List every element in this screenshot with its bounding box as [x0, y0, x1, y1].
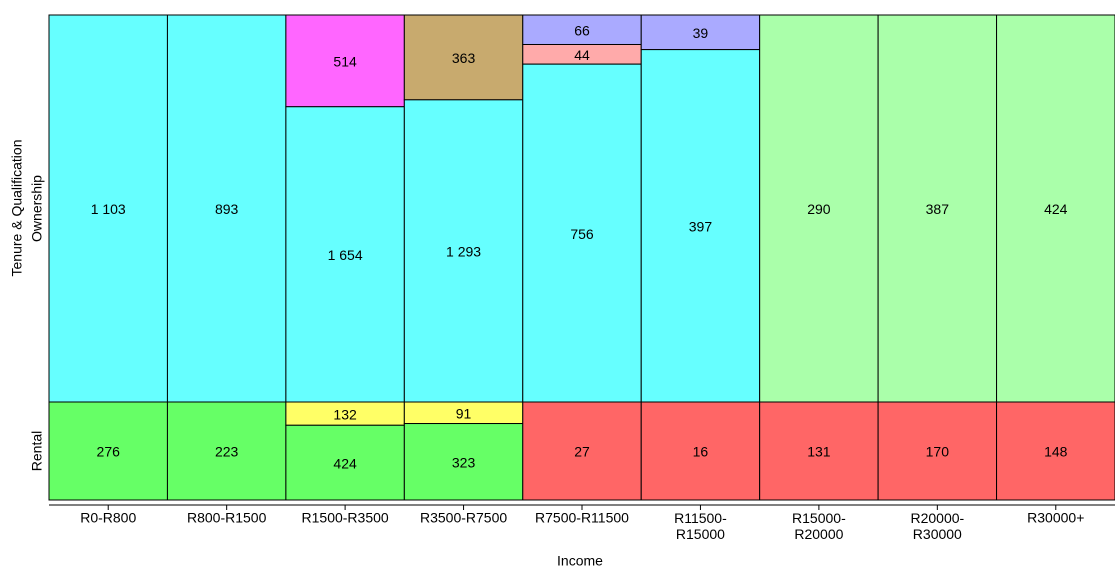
mosaic-cell: [48, 401, 168, 501]
x-tick-label-line: R30000: [913, 526, 962, 542]
mosaic-cell: [285, 106, 405, 403]
cell-label: 1 293: [446, 244, 481, 260]
mosaic-cell: [877, 401, 998, 501]
cell-label: 39: [693, 25, 709, 41]
cell-label: 756: [570, 226, 594, 242]
x-tick-label: R1500-R3500: [302, 510, 389, 526]
x-tick-label-line: R15000: [676, 526, 725, 542]
cell-label: 131: [807, 444, 831, 460]
cell-label: 1 103: [91, 201, 126, 217]
cell-label: 323: [452, 454, 476, 470]
cell-label: 397: [689, 219, 713, 235]
mosaic-cell: [166, 401, 287, 501]
mosaic-cell: [996, 401, 1115, 501]
mosaic-cell: [403, 14, 524, 101]
mosaic-cell: [522, 63, 642, 403]
cell-label: 27: [574, 444, 590, 460]
mosaic-cell: [640, 14, 761, 51]
x-tick-label-line: R15000-: [792, 510, 846, 526]
cell-label: 223: [215, 444, 239, 460]
cell-label: 44: [574, 47, 590, 63]
cell-label: 514: [333, 54, 357, 70]
cell-label: 170: [926, 444, 950, 460]
cell-label: 276: [97, 444, 121, 460]
mosaic-cell: [640, 49, 761, 403]
x-tick-label-line: R20000: [794, 526, 843, 542]
row-label: Ownership: [29, 175, 45, 242]
mosaic-cell: [285, 14, 405, 108]
x-tick-label: R3500-R7500: [420, 510, 507, 526]
x-tick-label: R30000+: [1027, 510, 1084, 526]
mosaic-cell: [403, 423, 524, 501]
x-tick-label-line: R20000-: [910, 510, 964, 526]
x-tick-label: R20000-R30000: [910, 510, 964, 542]
mosaic-cell: [522, 401, 642, 501]
mosaic-cell: [166, 14, 287, 403]
y-axis-label: Tenure & Qualification: [9, 140, 25, 277]
mosaic-cell: [640, 401, 761, 501]
cell-label: 363: [452, 50, 476, 66]
x-tick-label-line: R11500-: [674, 510, 727, 526]
cell-label: 16: [693, 444, 709, 460]
mosaic-cell: [996, 14, 1115, 403]
mosaic-cell: [48, 14, 168, 403]
row-label: Rental: [29, 431, 45, 471]
x-tick-label: R0-R800: [80, 510, 136, 526]
x-tick-label: R15000-R20000: [792, 510, 846, 542]
x-tick-label: R800-R1500: [187, 510, 267, 526]
cell-label: 424: [1044, 201, 1068, 217]
x-axis-label: Income: [557, 553, 603, 569]
x-tick-label: R7500-R11500: [535, 510, 629, 526]
cell-label: 132: [333, 406, 357, 422]
cell-label: 290: [807, 201, 831, 217]
cell-label: 893: [215, 201, 239, 217]
cell-label: 66: [574, 22, 590, 38]
cell-label: 148: [1044, 444, 1068, 460]
x-tick-label: R11500-R15000: [674, 510, 727, 542]
mosaic-cell: [877, 14, 998, 403]
cell-label: 1 654: [328, 247, 363, 263]
cell-label: 424: [333, 455, 357, 471]
cell-label: 91: [456, 405, 472, 421]
cell-label: 387: [926, 201, 950, 217]
mosaic-cell: [403, 99, 524, 403]
